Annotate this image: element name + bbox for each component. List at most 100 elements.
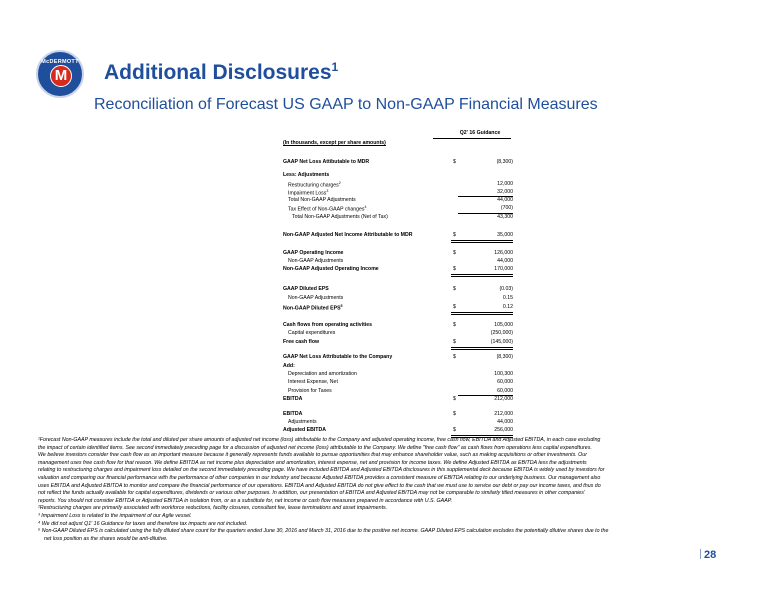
row-value: 0.12 (502, 304, 513, 310)
row-label-text: GAAP Net Loss Attibutable to MDR (283, 159, 370, 165)
page-number-text: 28 (704, 549, 717, 561)
row-label-text: Free cash flow (283, 339, 320, 345)
table-row: Non-GAAP Adjusted Operating Income $170,0… (283, 266, 518, 277)
row-label-text: Non-GAAP Adjusted Net Income Attributabl… (283, 232, 413, 238)
row-label-text: Depreciation and amortization (288, 371, 357, 377)
row-currency: $ (453, 354, 456, 360)
table-row: Non-GAAP Diluted EPS5 $0.12 (283, 304, 518, 315)
table-row: Cash flows from operating activities $105… (283, 322, 518, 330)
footnote-line: ²Restructuring charges are primarily ass… (38, 505, 388, 512)
row-label: GAAP Diluted EPS (283, 286, 329, 292)
row-currency: $ (453, 286, 456, 292)
footnote-line: net loss position as the shares would be… (44, 535, 168, 542)
row-value: 35,000 (497, 232, 513, 238)
table-row: Impairment Loss3 32,000 (283, 189, 518, 197)
row-value: 44,000 (497, 419, 513, 425)
total-double-rule (451, 312, 513, 315)
table-row: GAAP Net Loss Attibutable to MDR $ (8,300) (283, 159, 518, 167)
table-row: Non-GAAP Adjustments 0.15 (283, 295, 518, 303)
row-value: 43,300 (497, 214, 513, 220)
table-row: GAAP Operating Income $126,000 (283, 250, 518, 258)
row-value: 212,000 (494, 411, 513, 417)
table-row: Total Non-GAAP Adjustments 44,000 (283, 196, 518, 205)
row-footnote-marker: 4 (364, 205, 367, 209)
row-currency: $ (453, 159, 456, 165)
page-title: Additional Disclosures1 (104, 60, 338, 85)
footnote-line: ⁴ We did not adjust Q1' 16 Guidance for … (38, 520, 248, 527)
subtotal-rule (458, 395, 513, 396)
row-currency: $ (453, 266, 456, 272)
row-footnote-marker: 5 (340, 304, 343, 308)
row-label: GAAP Net Loss Attributable to the Compan… (283, 354, 392, 360)
row-currency: $ (453, 396, 456, 402)
row-value: 170,000 (494, 266, 513, 272)
footnote-line: not reflect the funds actually available… (38, 490, 585, 497)
total-double-rule (451, 435, 513, 438)
page-number: 28 (700, 549, 716, 561)
row-value: 60,000 (497, 379, 513, 385)
footnote-line: management uses free cash flow for that … (38, 459, 587, 466)
table-row: Non-GAAP Adjustments 44,000 (283, 258, 518, 266)
footnote-line: ¹Forecast Non-GAAP measures include the … (38, 437, 601, 443)
row-footnote-marker: 2 (338, 181, 341, 185)
row-label-text: Add: (283, 363, 295, 369)
row-value: 126,000 (494, 250, 513, 256)
row-label-text: GAAP Net Loss Attributable to the Compan… (283, 354, 393, 360)
table-row: Less: Adjustments (283, 172, 518, 180)
row-label: Impairment Loss3 (288, 189, 328, 197)
footnote-line: ⁵ Non-GAAP Diluted EPS is calculated usi… (38, 528, 609, 535)
row-label: Free cash flow (283, 339, 319, 345)
row-value: 44,000 (497, 258, 513, 264)
row-label-text: GAAP Operating Income (283, 250, 344, 256)
page-title-footnote-marker: 1 (331, 60, 339, 74)
units-note: (In thousands, except per share amounts) (283, 140, 386, 146)
row-currency: $ (453, 411, 456, 417)
row-label-text: Non-GAAP Adjustments (288, 258, 344, 264)
row-label-text: Non-GAAP Adjusted Operating Income (283, 266, 379, 272)
page-subtitle: Reconciliation of Forecast US GAAP to No… (94, 96, 598, 113)
row-label: Non-GAAP Adjustments (288, 295, 343, 301)
footnote-line: relating to restructuring charges and im… (38, 467, 605, 474)
table-row: Non-GAAP Adjusted Net Income Attributabl… (283, 232, 518, 243)
row-label: EBITDA (283, 411, 302, 417)
row-label: Total Non-GAAP Adjustments (288, 197, 356, 203)
table-row: GAAP Diluted EPS $ (0.03) (283, 286, 518, 294)
logo-ring-text: McDERMOTT (41, 59, 79, 65)
total-double-rule (451, 240, 513, 243)
row-label-text: GAAP Diluted EPS (283, 286, 329, 292)
row-value: 105,000 (494, 322, 513, 328)
row-value: (8,300) (496, 354, 513, 360)
row-footnote-marker: 3 (326, 189, 329, 193)
footnote-line: the impact of certain identified items. … (38, 444, 592, 451)
row-label-text: Provision for Taxes (288, 388, 332, 394)
row-label-text: Restructuring charges (288, 182, 339, 189)
row-label-text: EBITDA (283, 411, 303, 417)
row-currency: $ (453, 250, 456, 256)
row-label: Add: (283, 363, 295, 369)
row-label: Tax Effect of Non-GAAP changes4 (288, 205, 367, 213)
row-value: (250,000) (490, 330, 513, 336)
row-value: (145,000) (490, 339, 513, 345)
row-label-text: Non-GAAP Diluted EPS (283, 305, 341, 312)
row-value: 212,000 (494, 396, 513, 402)
row-label-text: Non-GAAP Adjustments (288, 295, 344, 301)
table-row: Add: (283, 363, 518, 371)
row-label: Capital expenditures (288, 330, 335, 336)
table-row: GAAP Net Loss Attributable to the Compan… (283, 354, 518, 362)
row-value: (8,300) (496, 159, 513, 165)
row-label: Total Non-GAAP Adjustments (Net of Tax) (292, 214, 388, 220)
footnote-line: valuation and comparing our financial pe… (38, 474, 601, 481)
row-label: Adjustments (288, 419, 317, 425)
row-label: Restructuring charges2 (288, 181, 341, 189)
footnote-line: uses EBITDA and Adjusted EBITDA to monit… (38, 482, 601, 489)
row-currency: $ (453, 232, 456, 238)
logo-inner-circle: M (50, 65, 72, 87)
row-currency: $ (453, 304, 456, 310)
row-label: EBITDA (283, 396, 302, 402)
table-row: Total Non-GAAP Adjustments (Net of Tax) 4… (283, 213, 518, 222)
row-label: Non-GAAP Adjusted Operating Income (283, 266, 379, 272)
row-label-text: Adjusted EBITDA (283, 427, 326, 433)
row-value: 32,000 (497, 189, 513, 195)
row-label: Depreciation and amortization (288, 371, 357, 377)
table-row: Adjusted EBITDA $256,000 (283, 427, 518, 438)
